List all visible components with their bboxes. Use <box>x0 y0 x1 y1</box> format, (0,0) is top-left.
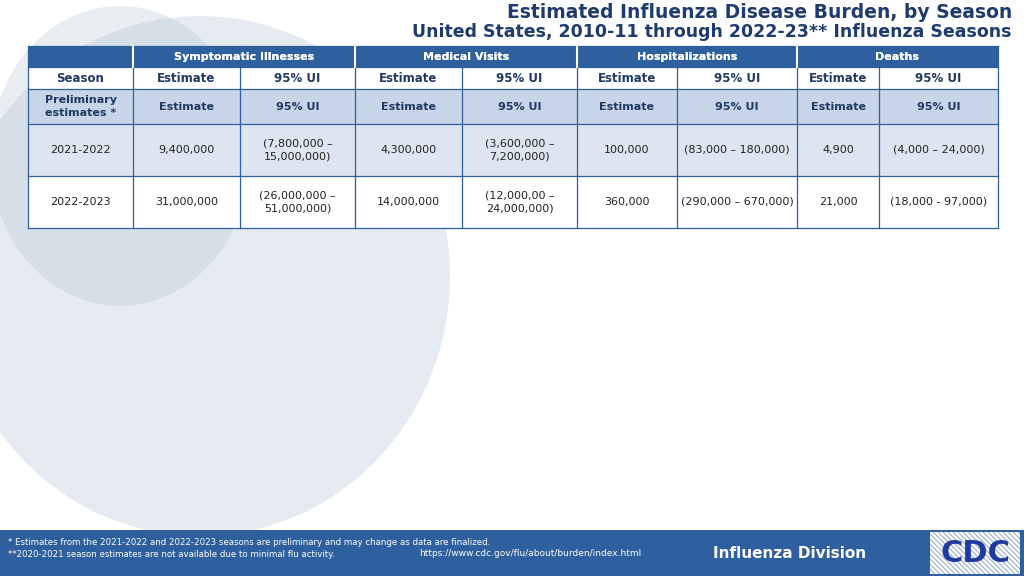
Text: (83,000 – 180,000): (83,000 – 180,000) <box>684 145 790 155</box>
Text: Estimated Influenza Disease Burden, by Season: Estimated Influenza Disease Burden, by S… <box>507 3 1012 22</box>
Text: Estimate: Estimate <box>159 101 214 112</box>
Ellipse shape <box>0 6 250 306</box>
Bar <box>0 530 1024 576</box>
Text: Deaths: Deaths <box>876 51 920 62</box>
Bar <box>28 124 998 176</box>
Text: * Estimates from the 2021-2022 and 2022-2023 seasons are preliminary and may cha: * Estimates from the 2021-2022 and 2022-… <box>8 538 490 547</box>
Text: Symptomatic Illnesses: Symptomatic Illnesses <box>174 51 314 62</box>
Text: 2022-2023: 2022-2023 <box>50 197 111 207</box>
Bar <box>28 46 998 67</box>
Bar <box>28 176 998 228</box>
Text: 95% UI: 95% UI <box>497 71 543 85</box>
Text: **2020-2021 season estimates are not available due to minimal flu activity.: **2020-2021 season estimates are not ava… <box>8 550 335 559</box>
Text: Estimate: Estimate <box>809 71 867 85</box>
Text: (26,000,000 –
51,000,000): (26,000,000 – 51,000,000) <box>259 191 336 213</box>
Text: (290,000 – 670,000): (290,000 – 670,000) <box>681 197 794 207</box>
Text: 100,000: 100,000 <box>604 145 650 155</box>
Text: (18,000 - 97,000): (18,000 - 97,000) <box>890 197 987 207</box>
Text: 14,000,000: 14,000,000 <box>377 197 440 207</box>
Text: Hospitalizations: Hospitalizations <box>637 51 737 62</box>
Text: 4,300,000: 4,300,000 <box>381 145 436 155</box>
Text: 9,400,000: 9,400,000 <box>159 145 215 155</box>
Text: (12,000,00 –
24,000,000): (12,000,00 – 24,000,000) <box>484 191 554 213</box>
Text: 4,900: 4,900 <box>822 145 854 155</box>
Text: 21,000: 21,000 <box>818 197 857 207</box>
Text: (3,600,000 –
7,200,000): (3,600,000 – 7,200,000) <box>484 139 554 161</box>
Text: 95% UI: 95% UI <box>714 71 760 85</box>
Text: United States, 2010-11 through 2022-23** Influenza Seasons: United States, 2010-11 through 2022-23**… <box>413 23 1012 41</box>
Text: Deaths: Deaths <box>876 51 920 62</box>
Text: Estimate: Estimate <box>381 101 436 112</box>
Text: 95% UI: 95% UI <box>915 71 962 85</box>
Text: Medical Visits: Medical Visits <box>423 51 509 62</box>
Bar <box>28 89 998 124</box>
Text: (4,000 – 24,000): (4,000 – 24,000) <box>893 145 984 155</box>
Text: Medical Visits: Medical Visits <box>423 51 509 62</box>
Text: Estimate: Estimate <box>158 71 216 85</box>
Text: 95% UI: 95% UI <box>498 101 542 112</box>
Text: Hospitalizations: Hospitalizations <box>637 51 737 62</box>
Text: Preliminary
estimates *: Preliminary estimates * <box>44 95 117 118</box>
Text: Season: Season <box>56 71 104 85</box>
Bar <box>930 532 1020 574</box>
Text: Symptomatic Illnesses: Symptomatic Illnesses <box>174 51 314 62</box>
Text: Estimate: Estimate <box>379 71 437 85</box>
Bar <box>28 46 998 67</box>
Text: 360,000: 360,000 <box>604 197 650 207</box>
Text: Influenza Division: Influenza Division <box>714 545 866 560</box>
Text: 2021-2022: 2021-2022 <box>50 145 111 155</box>
Text: 95% UI: 95% UI <box>274 71 321 85</box>
Text: Estimate: Estimate <box>599 101 654 112</box>
Ellipse shape <box>0 16 450 536</box>
Text: 95% UI: 95% UI <box>715 101 759 112</box>
Text: Estimate: Estimate <box>598 71 656 85</box>
Text: (7,800,000 –
15,000,000): (7,800,000 – 15,000,000) <box>262 139 333 161</box>
Bar <box>28 67 998 89</box>
Text: 95% UI: 95% UI <box>916 101 961 112</box>
Text: 31,000,000: 31,000,000 <box>155 197 218 207</box>
Text: https://www.cdc.gov/flu/about/burden/index.html: https://www.cdc.gov/flu/about/burden/ind… <box>419 548 641 558</box>
Text: 95% UI: 95% UI <box>275 101 319 112</box>
Text: CDC: CDC <box>940 539 1010 567</box>
Text: Estimate: Estimate <box>811 101 865 112</box>
